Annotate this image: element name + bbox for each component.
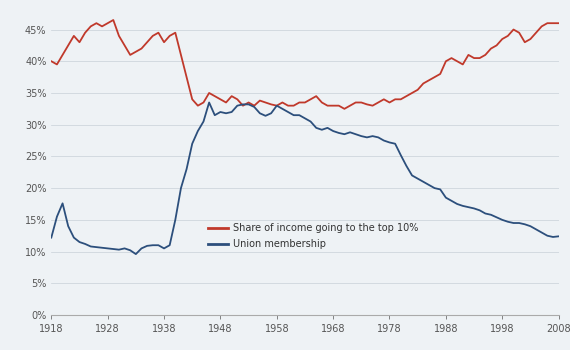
Legend: Share of income going to the top 10%, Union membership: Share of income going to the top 10%, Un… (209, 223, 418, 249)
